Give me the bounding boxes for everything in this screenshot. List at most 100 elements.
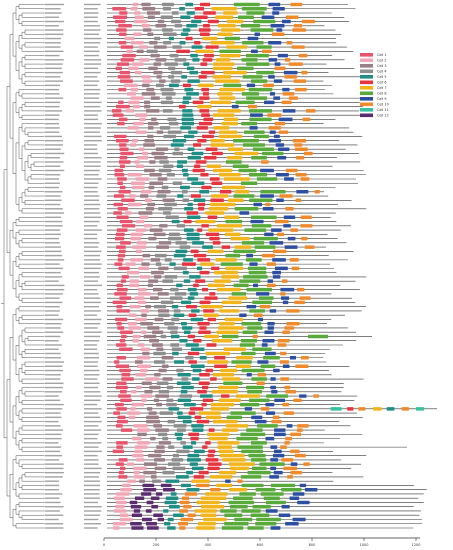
motif-block xyxy=(273,134,280,139)
motif-block xyxy=(141,313,147,317)
gene-label-mark xyxy=(84,518,99,521)
motif-block xyxy=(277,338,290,343)
motif-block xyxy=(253,313,263,317)
motif-block xyxy=(156,445,165,449)
motif-block xyxy=(189,407,204,411)
motif-block xyxy=(112,7,127,11)
motif-block xyxy=(168,66,176,71)
motif-block xyxy=(200,2,211,7)
motif-block xyxy=(216,224,243,228)
gene-label-mark xyxy=(84,276,100,278)
motif-block xyxy=(198,207,205,211)
motif-block xyxy=(190,347,205,351)
motif-block xyxy=(121,224,136,228)
gene-label-mark xyxy=(44,233,61,236)
motif-block xyxy=(199,32,210,37)
motif-block xyxy=(197,202,206,207)
motif-block xyxy=(237,15,254,20)
legend-label: Cell 5 xyxy=(377,75,387,79)
motif-block xyxy=(137,343,145,347)
motif-block xyxy=(233,194,255,198)
motif-block xyxy=(181,377,189,381)
motif-block xyxy=(284,245,298,249)
gene-label-mark xyxy=(84,259,101,261)
motif-block xyxy=(221,245,231,249)
gene-label-mark xyxy=(84,250,102,253)
motif-block xyxy=(138,45,148,49)
motif-block xyxy=(266,262,276,266)
motif-block xyxy=(226,415,243,420)
motif-block xyxy=(198,521,216,526)
motif-block xyxy=(186,11,195,15)
motif-block xyxy=(127,321,137,326)
motif-block xyxy=(267,113,282,117)
gene-label-mark xyxy=(44,327,61,329)
motif-block xyxy=(132,104,141,109)
motif-block xyxy=(237,66,254,71)
motif-block xyxy=(237,445,263,449)
motif-block xyxy=(133,509,141,513)
motif-block xyxy=(119,185,126,190)
motif-block xyxy=(277,53,288,58)
gene-label-mark xyxy=(84,101,102,104)
motif-block xyxy=(270,385,276,390)
motif-block xyxy=(147,134,154,139)
motif-block xyxy=(168,407,180,411)
motif-block xyxy=(297,424,309,428)
motif-block xyxy=(159,126,171,130)
motif-block xyxy=(262,338,275,343)
motif-block xyxy=(164,500,177,505)
motif-block xyxy=(134,360,143,364)
motif-block xyxy=(244,130,265,134)
motif-block xyxy=(181,385,194,390)
motif-block xyxy=(287,236,296,241)
motif-block xyxy=(246,304,257,309)
motif-block xyxy=(116,381,127,386)
motif-block xyxy=(183,228,194,232)
gene-label-mark xyxy=(44,340,59,342)
motif-block xyxy=(241,351,256,356)
motif-block xyxy=(173,513,184,517)
motif-block xyxy=(116,419,128,424)
motif-block xyxy=(211,181,223,186)
motif-block xyxy=(415,407,425,411)
motif-block xyxy=(294,300,305,305)
motif-block xyxy=(120,466,126,471)
motif-block xyxy=(142,83,150,88)
gene-label-mark xyxy=(44,420,59,423)
gene-label-mark xyxy=(44,246,61,248)
motif-block xyxy=(233,249,256,254)
motif-block xyxy=(131,402,145,407)
motif-block xyxy=(138,287,147,292)
motif-block xyxy=(182,109,193,113)
motif-block xyxy=(192,377,200,381)
gene-label-mark xyxy=(44,497,60,499)
motif-block xyxy=(117,181,123,186)
gene-label-mark xyxy=(84,191,98,193)
gene-label-mark xyxy=(84,46,98,48)
gene-label-mark xyxy=(44,46,61,48)
gene-label-mark xyxy=(44,208,63,210)
motif-block xyxy=(170,287,179,292)
motif-block xyxy=(273,79,283,83)
gene-label-mark xyxy=(84,399,101,402)
motif-block xyxy=(171,458,184,462)
motif-block xyxy=(191,181,205,186)
motif-block xyxy=(112,449,125,454)
legend-swatch xyxy=(360,108,373,112)
gene-label-mark xyxy=(84,467,102,470)
gene-label-mark xyxy=(84,386,98,389)
motif-block xyxy=(283,466,297,471)
motif-block xyxy=(122,53,136,58)
motif-block xyxy=(160,483,172,488)
motif-block xyxy=(116,287,128,292)
motif-block xyxy=(194,15,208,20)
motif-tracks xyxy=(107,2,437,530)
motif-block xyxy=(304,245,315,249)
motif-block xyxy=(164,202,177,207)
motif-block xyxy=(256,517,281,522)
motif-block xyxy=(138,211,153,215)
motif-block xyxy=(133,424,148,428)
gene-label-mark xyxy=(44,186,59,189)
motif-block xyxy=(135,113,148,117)
